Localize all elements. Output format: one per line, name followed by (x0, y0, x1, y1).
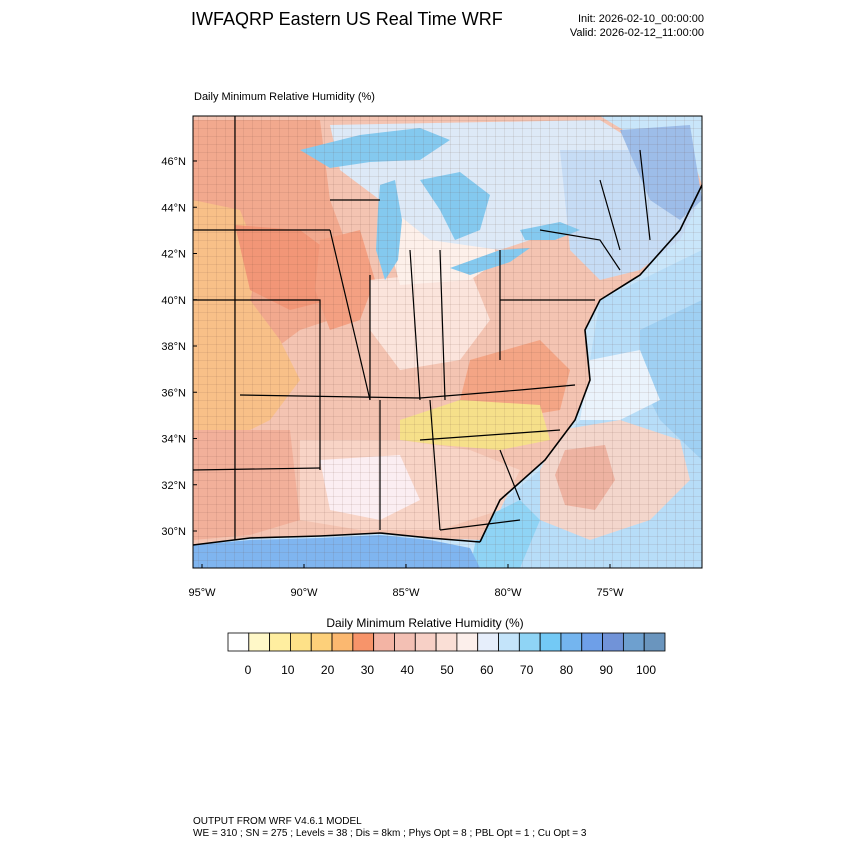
lat-label: 36°N (161, 387, 186, 399)
init-time: Init: 2026-02-10_00:00:00 (578, 13, 704, 25)
lat-label: 30°N (161, 526, 186, 538)
lat-label: 32°N (161, 480, 186, 492)
colorbar-tick-label: 40 (401, 663, 415, 677)
lat-label: 42°N (161, 249, 186, 261)
colorbar-swatch (414, 632, 437, 652)
colorbar-swatch (269, 632, 291, 652)
footer-params: WE = 310 ; SN = 275 ; Levels = 38 ; Dis … (193, 828, 587, 839)
county-grid (193, 116, 702, 568)
colorbar-swatch (373, 632, 395, 652)
colorbar-swatch (290, 632, 312, 652)
colorbar-tick-label: 10 (281, 663, 295, 677)
colorbar-tick-label: 20 (321, 663, 335, 677)
colorbar-swatch (331, 632, 354, 652)
lat-label: 38°N (161, 341, 186, 353)
colorbar-swatch (227, 632, 250, 652)
colorbar-tick-label: 70 (520, 663, 534, 677)
colorbar-tick-label: 80 (560, 663, 574, 677)
colorbar-tick-label: 100 (636, 663, 656, 677)
lon-label: 85°W (392, 587, 420, 599)
colorbar-swatch (539, 632, 562, 652)
colorbar-tick-labels: 0 10 20 30 40 50 60 70 80 90 100 (245, 663, 657, 677)
colorbar-swatch (622, 632, 645, 652)
colorbar-swatch (477, 632, 499, 652)
colorbar-swatch (352, 632, 375, 652)
lat-label: 40°N (161, 295, 186, 307)
colorbar-swatch (435, 632, 458, 652)
colorbar-tick-label: 60 (480, 663, 494, 677)
field-title: Daily Minimum Relative Humidity (%) (194, 91, 375, 103)
lon-label: 95°W (188, 587, 216, 599)
state-boundaries (193, 116, 651, 540)
latitude-labels: 46°N 44°N 42°N 40°N 38°N 36°N 34°N 32°N 30°N (161, 156, 197, 538)
footer-model: OUTPUT FROM WRF V4.6.1 MODEL (193, 816, 362, 827)
lon-label: 75°W (596, 587, 624, 599)
map-frame (192, 115, 703, 569)
colorbar-swatch (498, 632, 520, 652)
colorbar-tick-label: 90 (600, 663, 614, 677)
colorbar-swatch (394, 632, 416, 652)
colorbar-title: Daily Minimum Relative Humidity (%) (326, 616, 524, 630)
colorbar-swatch (518, 632, 541, 652)
colorbar-tick-label: 30 (361, 663, 375, 677)
longitude-labels: 95°W 90°W 85°W 80°W 75°W (188, 564, 624, 599)
lat-label: 46°N (161, 156, 186, 168)
lon-label: 90°W (290, 587, 318, 599)
colorbar-swatch (560, 632, 583, 652)
coastlines (193, 184, 702, 546)
colorbar-swatch (643, 632, 666, 652)
colorbar (227, 632, 666, 652)
colorbar-swatch (310, 632, 333, 652)
colorbar-swatch (602, 632, 624, 652)
colorbar-swatch (581, 632, 603, 652)
lon-label: 80°W (494, 587, 522, 599)
map-area (193, 116, 702, 568)
lat-label: 34°N (161, 434, 186, 446)
main-title: IWFAQRP Eastern US Real Time WRF (191, 9, 503, 29)
colorbar-tick-label: 0 (245, 663, 252, 677)
valid-time: Valid: 2026-02-12_11:00:00 (569, 27, 704, 39)
colorbar-tick-label: 50 (440, 663, 454, 677)
colorbar-swatch (456, 632, 479, 652)
lat-label: 44°N (161, 202, 186, 214)
colorbar-swatch (248, 632, 271, 652)
